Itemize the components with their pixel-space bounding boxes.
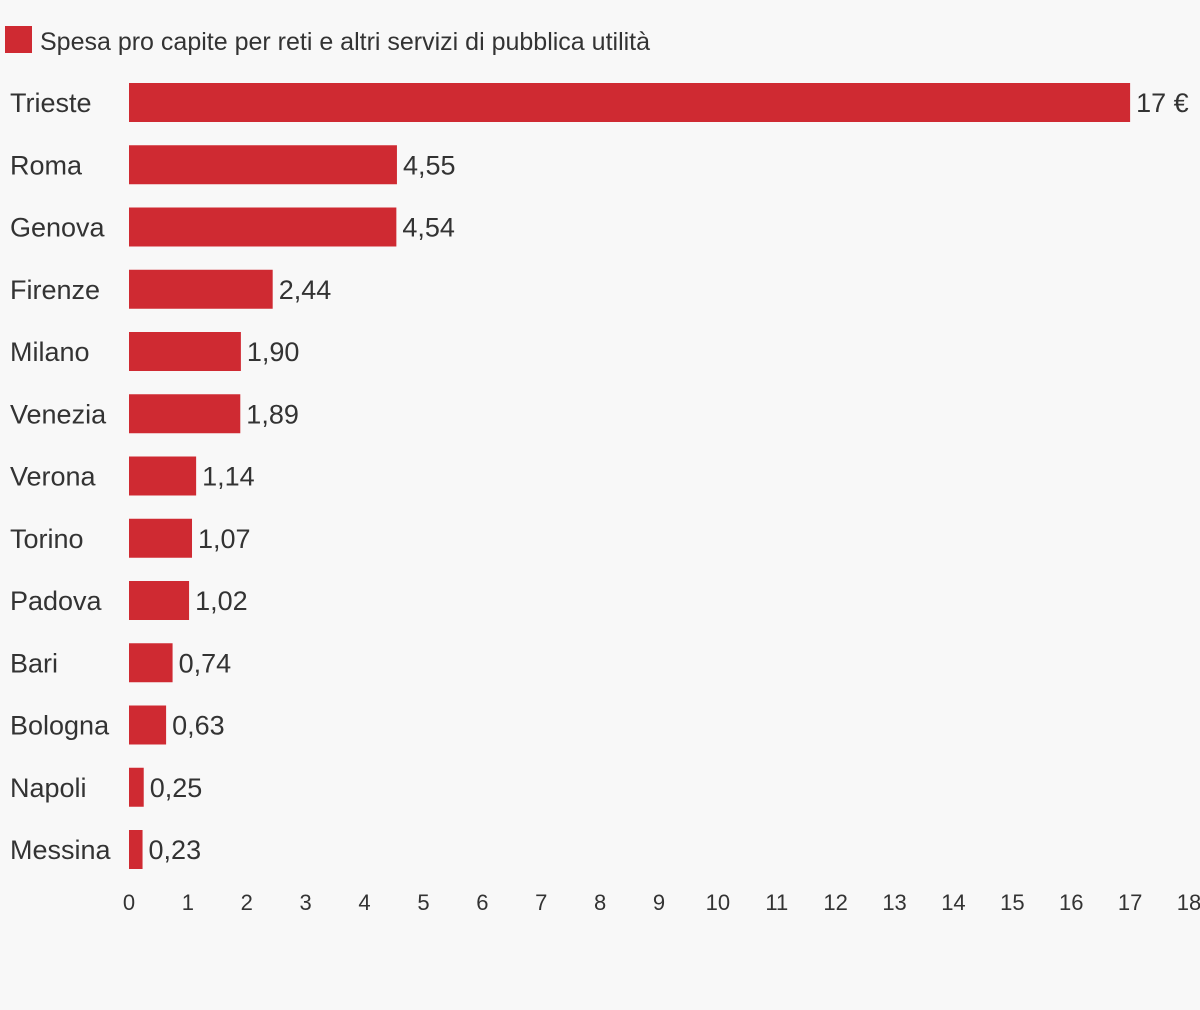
x-tick-label: 12 bbox=[823, 890, 847, 915]
bar bbox=[129, 643, 173, 683]
x-tick-label: 9 bbox=[653, 890, 665, 915]
value-labels: 17 € 4,55 4,54 2,44 1,90 1,89 1,14 1,07 1,02 0,74… bbox=[149, 88, 1189, 865]
x-tick-label: 7 bbox=[535, 890, 547, 915]
legend-label: Spesa pro capite per reti e altri serviz… bbox=[40, 28, 650, 56]
category-label: Padova bbox=[10, 586, 103, 616]
x-tick-label: 8 bbox=[594, 890, 606, 915]
bar bbox=[129, 767, 144, 807]
x-tick-label: 2 bbox=[241, 890, 253, 915]
x-tick-label: 1 bbox=[182, 890, 194, 915]
x-tick-label: 15 bbox=[1000, 890, 1024, 915]
x-tick-label: 16 bbox=[1059, 890, 1083, 915]
x-tick-label: 5 bbox=[417, 890, 429, 915]
value-label: 4,55 bbox=[403, 150, 456, 180]
value-label: 1,07 bbox=[198, 524, 251, 554]
x-tick-label: 0 bbox=[123, 890, 135, 915]
x-tick-label: 4 bbox=[358, 890, 370, 915]
x-tick-label: 11 bbox=[765, 890, 788, 915]
category-label: Napoli bbox=[10, 773, 87, 803]
category-label: Trieste bbox=[10, 88, 92, 118]
bar bbox=[129, 705, 167, 745]
category-label: Milano bbox=[10, 337, 90, 367]
bar bbox=[129, 332, 241, 371]
bar bbox=[129, 518, 193, 558]
category-label: Messina bbox=[10, 835, 112, 865]
x-tick-label: 13 bbox=[882, 890, 906, 915]
category-label: Bari bbox=[10, 648, 58, 678]
value-label: 0,23 bbox=[149, 835, 202, 865]
bar bbox=[129, 456, 197, 496]
x-tick-label: 18 bbox=[1177, 890, 1200, 915]
x-axis: 0 1 2 3 4 5 6 7 8 9 10 11 12 13 14 15 16 17 18 bbox=[123, 890, 1200, 915]
value-label: 0,63 bbox=[172, 711, 225, 741]
value-label: 4,54 bbox=[402, 213, 455, 243]
category-label: Venezia bbox=[10, 399, 107, 429]
category-label: Firenze bbox=[10, 275, 100, 305]
category-label: Torino bbox=[10, 524, 84, 554]
category-label: Roma bbox=[10, 150, 83, 180]
bar bbox=[129, 830, 143, 869]
value-label: 1,14 bbox=[202, 462, 255, 492]
legend-swatch bbox=[5, 26, 32, 53]
category-label: Bologna bbox=[10, 711, 110, 741]
legend: Spesa pro capite per reti e altri serviz… bbox=[5, 26, 650, 56]
category-label: Genova bbox=[10, 213, 106, 243]
bar bbox=[129, 581, 190, 620]
bar bbox=[129, 207, 397, 247]
category-label: Verona bbox=[10, 462, 97, 492]
category-labels: Trieste Roma Genova Firenze Milano Venezia Ver… bbox=[10, 88, 112, 865]
value-label: 1,89 bbox=[246, 399, 299, 429]
value-label: 2,44 bbox=[279, 275, 332, 305]
value-label: 17 € bbox=[1136, 88, 1189, 118]
value-label: 1,90 bbox=[247, 337, 300, 367]
value-label: 0,25 bbox=[150, 773, 203, 803]
x-tick-label: 10 bbox=[706, 890, 730, 915]
bars bbox=[129, 83, 1131, 869]
bar bbox=[129, 145, 397, 185]
value-label: 1,02 bbox=[195, 586, 248, 616]
x-tick-label: 14 bbox=[941, 890, 965, 915]
x-tick-label: 17 bbox=[1118, 890, 1142, 915]
bar bbox=[129, 83, 1131, 122]
value-label: 0,74 bbox=[179, 648, 232, 678]
x-tick-label: 3 bbox=[300, 890, 312, 915]
bar bbox=[129, 394, 241, 434]
x-tick-label: 6 bbox=[476, 890, 488, 915]
bar bbox=[129, 269, 273, 309]
